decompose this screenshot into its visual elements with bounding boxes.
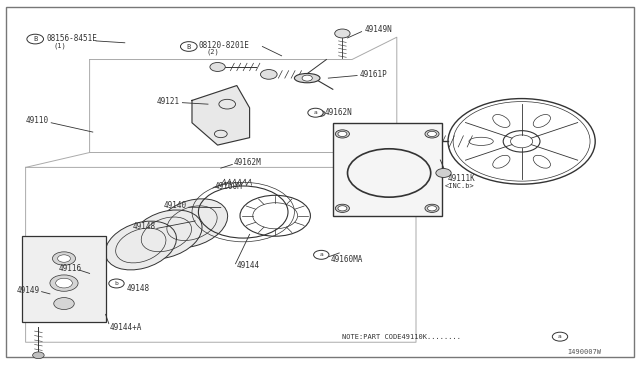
Circle shape xyxy=(302,75,312,81)
Text: 49144+A: 49144+A xyxy=(110,323,143,332)
Text: 49162M: 49162M xyxy=(234,158,261,167)
Text: 08120-8201E: 08120-8201E xyxy=(198,41,249,50)
Text: 49160MA: 49160MA xyxy=(330,255,363,264)
Text: 08156-8451E: 08156-8451E xyxy=(46,34,97,43)
Text: (1): (1) xyxy=(53,42,66,49)
Text: 49148: 49148 xyxy=(127,284,150,293)
Ellipse shape xyxy=(294,74,320,83)
Circle shape xyxy=(335,29,350,38)
Text: 49162N: 49162N xyxy=(325,108,353,117)
Ellipse shape xyxy=(156,199,228,248)
Text: 49110: 49110 xyxy=(26,116,49,125)
FancyBboxPatch shape xyxy=(6,7,634,357)
Text: B: B xyxy=(187,44,191,49)
Circle shape xyxy=(52,252,76,265)
Text: 49149: 49149 xyxy=(17,286,40,295)
Polygon shape xyxy=(192,86,250,145)
Text: 49121: 49121 xyxy=(157,97,180,106)
Text: (2): (2) xyxy=(206,49,219,55)
Text: 49148: 49148 xyxy=(133,222,156,231)
Text: a: a xyxy=(558,334,562,339)
FancyBboxPatch shape xyxy=(22,236,106,322)
Text: 49140: 49140 xyxy=(163,201,186,210)
Circle shape xyxy=(27,34,44,44)
Ellipse shape xyxy=(105,221,177,270)
Text: 49144: 49144 xyxy=(237,262,260,270)
Circle shape xyxy=(425,130,439,138)
Text: 49149N: 49149N xyxy=(365,25,392,34)
Text: NOTE:PART CODE49110K........: NOTE:PART CODE49110K........ xyxy=(342,334,461,340)
Circle shape xyxy=(180,42,197,51)
Text: 49161P: 49161P xyxy=(360,70,387,79)
Circle shape xyxy=(308,108,323,117)
Text: b: b xyxy=(115,281,118,286)
FancyBboxPatch shape xyxy=(333,123,442,216)
Ellipse shape xyxy=(131,210,202,259)
Circle shape xyxy=(428,206,436,211)
Circle shape xyxy=(33,352,44,359)
Circle shape xyxy=(338,131,347,137)
Circle shape xyxy=(552,332,568,341)
Circle shape xyxy=(56,278,72,288)
Circle shape xyxy=(335,130,349,138)
Circle shape xyxy=(428,131,436,137)
Circle shape xyxy=(210,62,225,71)
Text: a: a xyxy=(319,252,323,257)
Circle shape xyxy=(425,204,439,212)
Circle shape xyxy=(58,255,70,262)
Circle shape xyxy=(109,279,124,288)
Text: B: B xyxy=(33,36,37,42)
Text: <INC.b>: <INC.b> xyxy=(445,183,474,189)
Circle shape xyxy=(50,275,78,291)
Text: I490007W: I490007W xyxy=(568,349,602,355)
Circle shape xyxy=(338,206,347,211)
Circle shape xyxy=(436,169,451,177)
Circle shape xyxy=(54,298,74,310)
Circle shape xyxy=(314,250,329,259)
Circle shape xyxy=(260,70,277,79)
Text: a: a xyxy=(314,110,317,115)
Circle shape xyxy=(335,204,349,212)
Text: 49111K: 49111K xyxy=(448,174,476,183)
Circle shape xyxy=(315,110,325,116)
Text: 49160M: 49160M xyxy=(214,182,242,190)
Text: 49116: 49116 xyxy=(59,264,82,273)
